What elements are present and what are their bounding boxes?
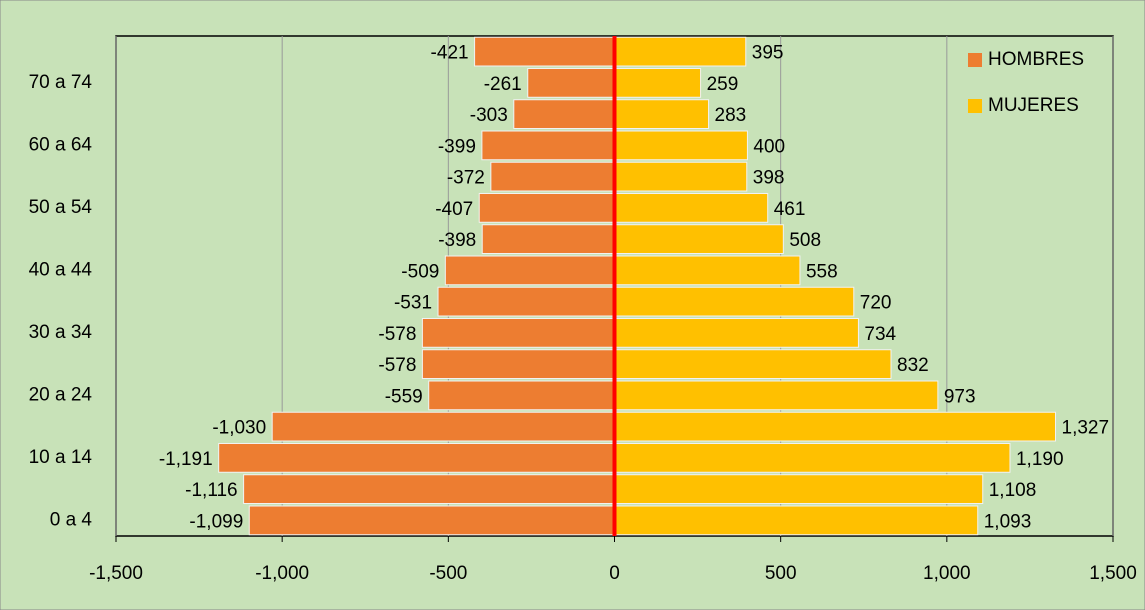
data-label: 720	[860, 293, 892, 314]
data-label: -1,099	[189, 511, 243, 532]
data-label: -303	[470, 105, 508, 126]
data-label: -509	[401, 261, 439, 282]
data-label: 973	[944, 386, 976, 407]
data-label: 1,190	[1016, 449, 1064, 470]
x-tick-label: -1,500	[89, 563, 143, 584]
data-label: 283	[715, 105, 747, 126]
bar	[474, 36, 616, 67]
data-label: -578	[378, 355, 416, 376]
data-label: 1,108	[989, 480, 1037, 501]
data-label: 832	[897, 355, 929, 376]
y-tick-label: 30 a 34	[29, 322, 93, 343]
bar	[614, 161, 748, 192]
y-tick-label: 70 a 74	[29, 72, 93, 93]
data-label: -407	[435, 199, 473, 220]
data-label: -1,116	[185, 480, 237, 501]
bar	[614, 318, 859, 348]
bar	[248, 505, 616, 536]
bar	[614, 411, 1057, 442]
legend-label: HOMBRES	[988, 49, 1084, 70]
data-label: 259	[707, 74, 739, 95]
y-tick-label: 50 a 54	[29, 197, 93, 218]
y-tick-label: 60 a 64	[29, 134, 93, 155]
data-label: 1,327	[1062, 418, 1110, 439]
bar	[614, 443, 1011, 473]
data-label: 1,093	[984, 511, 1032, 532]
bar	[490, 161, 616, 192]
data-label: -1,191	[159, 449, 213, 470]
y-tick-label: 10 a 14	[29, 447, 93, 468]
data-label: -578	[378, 324, 416, 345]
data-label: -261	[484, 74, 522, 95]
bar	[614, 255, 801, 286]
bar	[513, 99, 615, 129]
bar	[428, 380, 616, 411]
bar	[437, 286, 615, 317]
data-label: -398	[438, 230, 476, 251]
bar	[614, 68, 702, 98]
bar	[614, 380, 939, 411]
x-tick-label: 1,500	[1089, 563, 1137, 584]
bar	[614, 99, 710, 129]
data-label: -372	[447, 168, 485, 189]
x-tick-label: -1,000	[255, 563, 309, 584]
data-label: 558	[806, 261, 838, 282]
bar	[481, 130, 615, 161]
bar	[614, 193, 769, 223]
data-label: -421	[431, 43, 469, 64]
bar	[614, 505, 979, 536]
bar	[444, 255, 616, 286]
data-label: -531	[394, 293, 432, 314]
legend-swatch	[968, 53, 982, 67]
data-label: 398	[753, 168, 785, 189]
data-label: 400	[753, 136, 785, 157]
data-label: -399	[438, 136, 476, 157]
data-label: -559	[385, 386, 423, 407]
data-label: 734	[864, 324, 896, 345]
y-tick-label: 40 a 44	[29, 259, 93, 280]
bar	[421, 318, 616, 348]
bar	[614, 286, 855, 317]
bar	[614, 130, 748, 161]
data-label: -1,030	[212, 418, 266, 439]
data-label: 395	[752, 43, 784, 64]
bar	[614, 349, 892, 379]
y-tick-label: 20 a 24	[29, 384, 93, 405]
bar	[421, 349, 616, 379]
legend-swatch	[968, 99, 982, 113]
x-tick-label: 500	[765, 563, 797, 584]
bar	[478, 193, 615, 223]
bar	[614, 224, 784, 254]
data-label: 508	[789, 230, 821, 251]
bar	[614, 474, 984, 504]
x-tick-label: -500	[429, 563, 467, 584]
x-tick-label: 1,000	[923, 563, 971, 584]
bar	[481, 224, 615, 254]
bar	[527, 68, 615, 98]
bar	[271, 411, 615, 442]
bar	[218, 443, 615, 473]
bar	[614, 36, 747, 67]
x-tick-label: 0	[609, 563, 620, 584]
bar	[243, 474, 615, 504]
legend-label: MUJERES	[988, 95, 1079, 116]
data-label: 461	[774, 199, 806, 220]
y-tick-label: 0 a 4	[50, 509, 93, 530]
